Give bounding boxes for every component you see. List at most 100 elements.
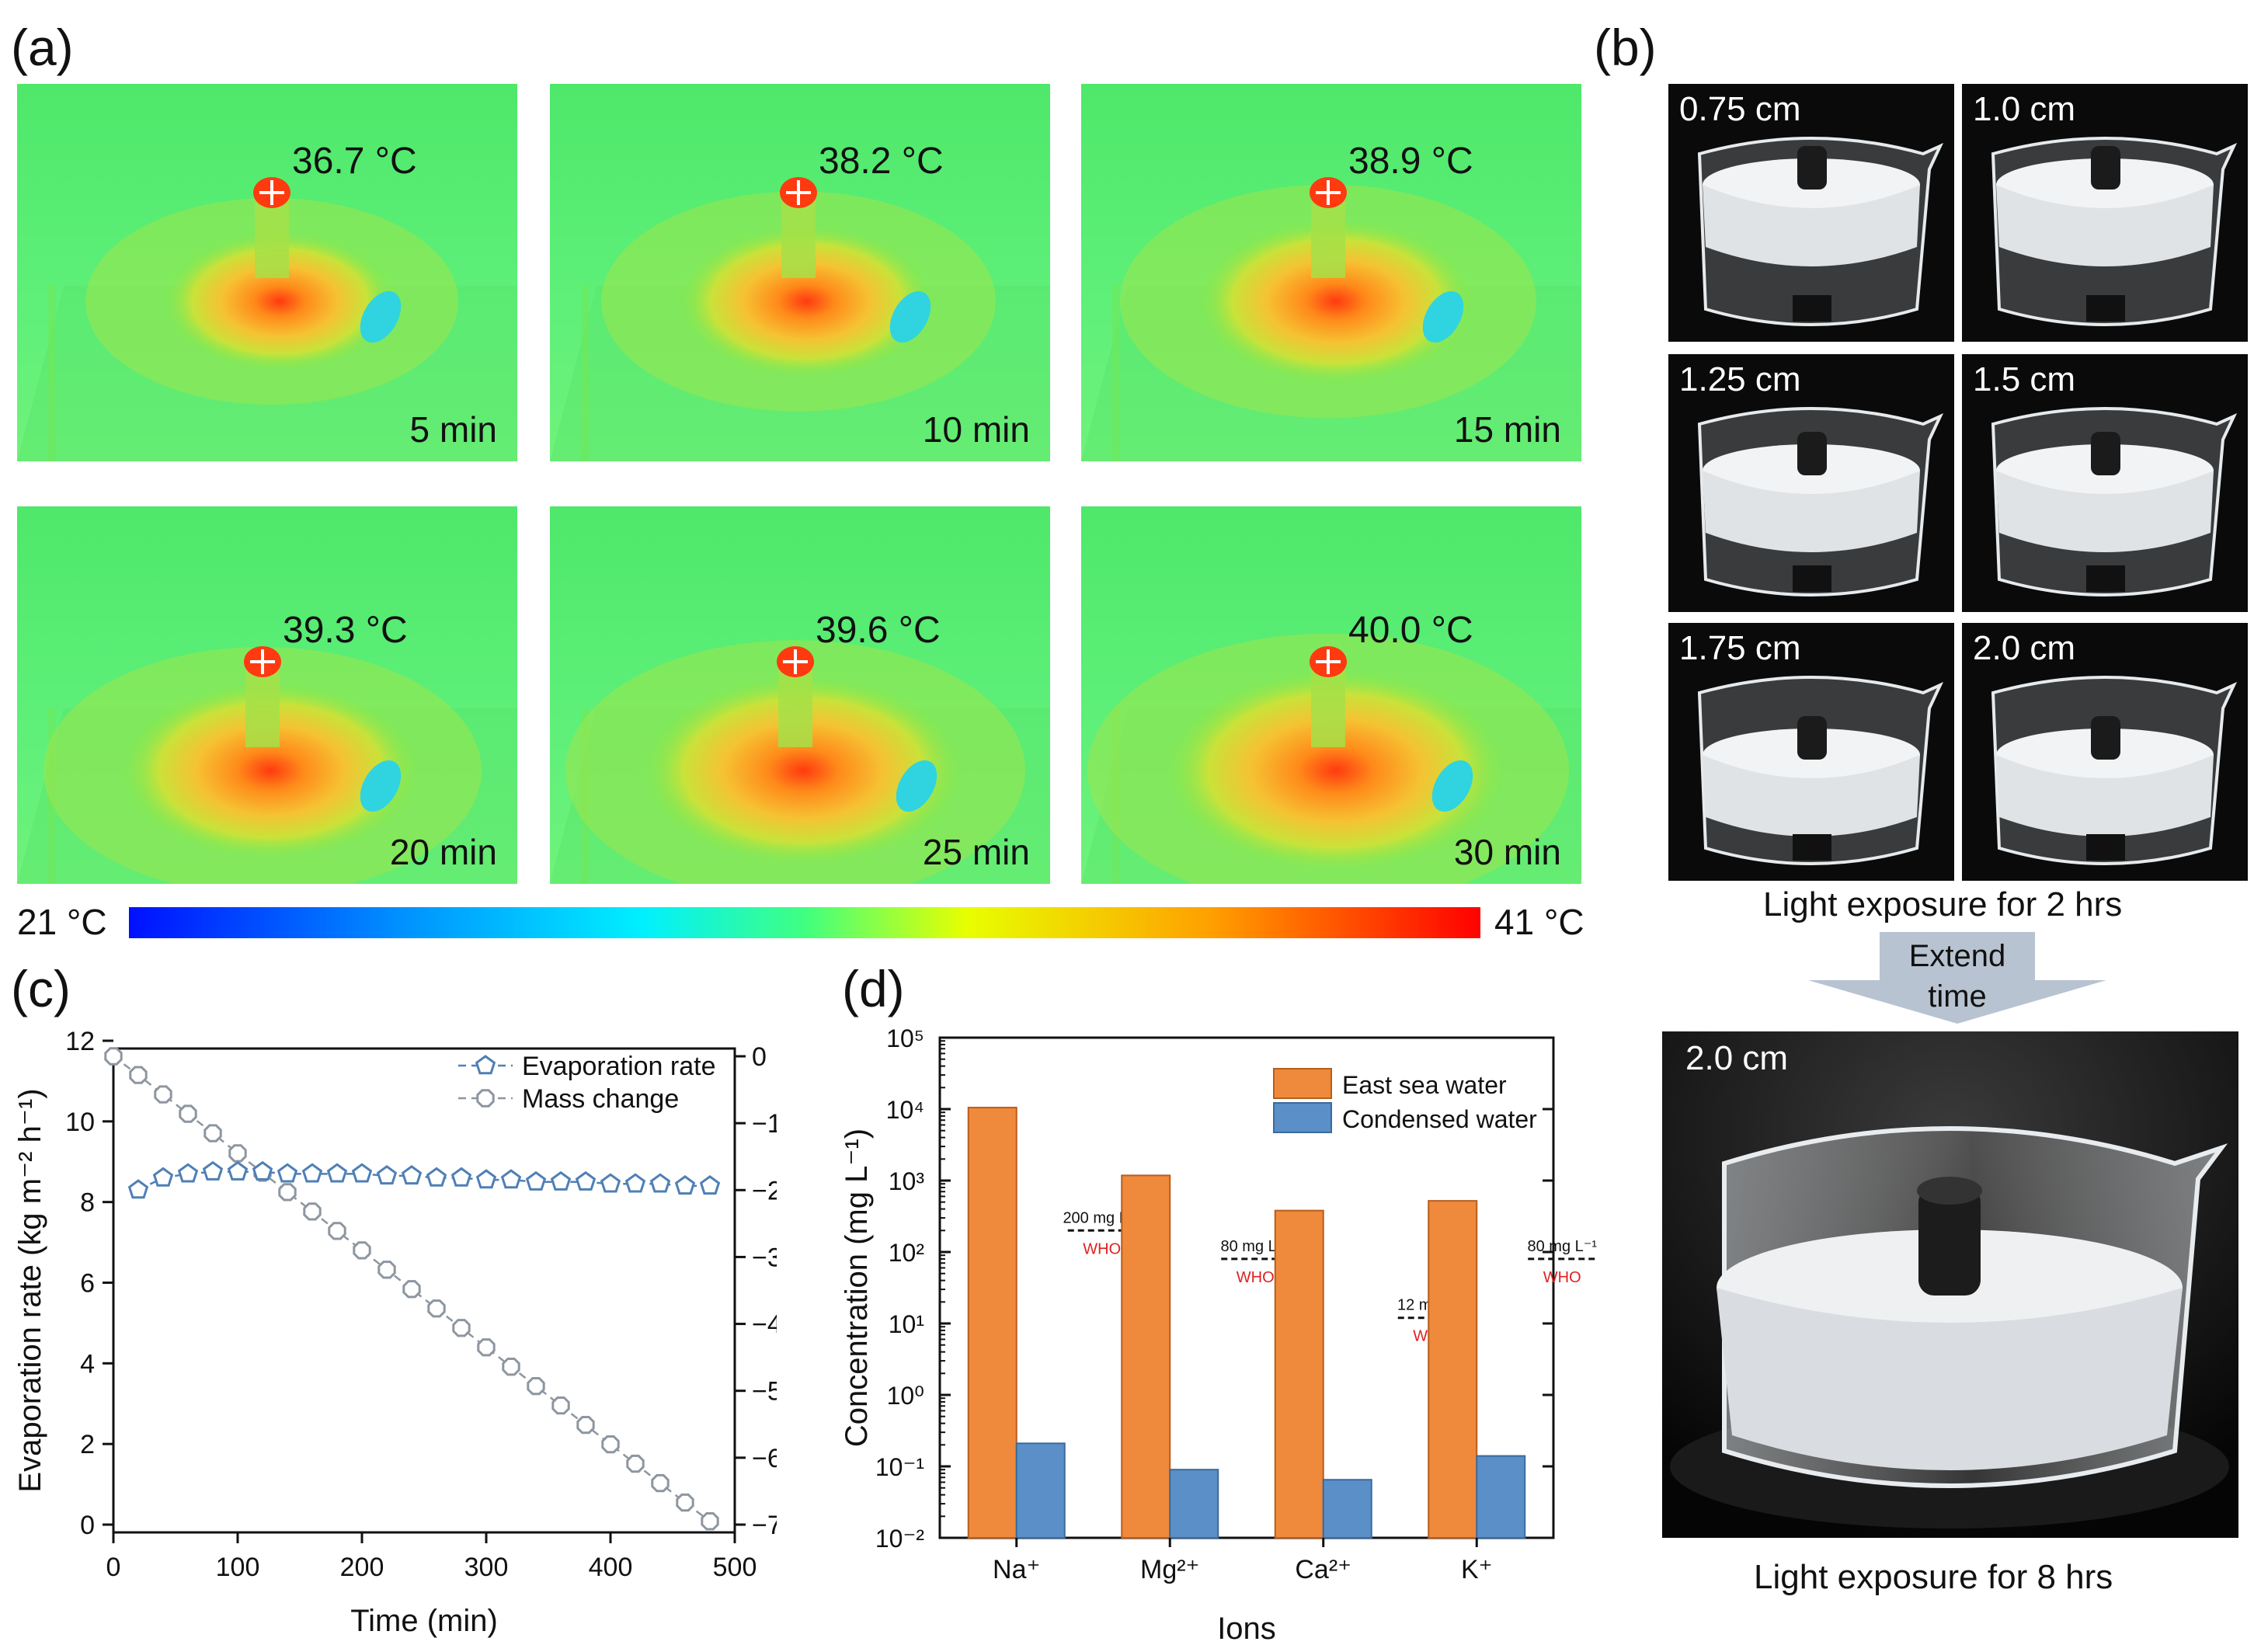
y-axis-label: Evaporation rate (kg m⁻² h⁻¹) <box>13 1088 47 1492</box>
y-tick-label: 4 <box>80 1349 95 1379</box>
evaporation-rate-point <box>624 1173 646 1193</box>
who-limit: 80 mg L⁻¹ WHO <box>1528 1238 1598 1286</box>
y2-tick-label: −70 <box>752 1511 777 1540</box>
x-tick-label: 300 <box>464 1553 509 1582</box>
beaker-photo: 1.5 cm <box>1962 354 2248 612</box>
evaporation-rate-point <box>699 1175 721 1195</box>
evaporation-rate-point <box>525 1170 547 1191</box>
evaporation-rate-point <box>550 1170 572 1191</box>
panel-label-b: (b) <box>1594 19 1657 76</box>
beaker-photo: 2.0 cm <box>1962 623 2248 881</box>
mass-change-point <box>527 1377 545 1396</box>
mass-change-point <box>402 1280 421 1299</box>
bar-sea-water <box>1121 1174 1171 1539</box>
colorbar <box>129 907 1480 938</box>
beaker-photo: 0.75 cm <box>1668 84 1954 342</box>
panel-label-a: (a) <box>11 19 74 76</box>
mass-change-point <box>328 1222 346 1240</box>
mass-change-point <box>353 1241 371 1260</box>
beaker-height-label: 1.0 cm <box>1973 90 2076 128</box>
elapsed-time: 30 min <box>1453 832 1561 872</box>
x-tick-label: 200 <box>340 1553 384 1582</box>
evaporation-rate-point <box>252 1160 273 1181</box>
x-axis-label: Time (min) <box>350 1604 498 1638</box>
mass-change-point <box>551 1396 570 1415</box>
plot-frame <box>112 1047 736 1534</box>
x-axis-label: Ions <box>1217 1612 1276 1646</box>
colorbar-max-label: 41 °C <box>1494 902 1584 942</box>
legend-label: Evaporation rate <box>522 1052 716 1081</box>
mass-change-point <box>502 1358 520 1376</box>
evaporation-rate-point <box>277 1163 298 1183</box>
bar-sea-water <box>1274 1209 1324 1539</box>
extend-time-arrow: Extend time <box>1808 932 2106 1024</box>
y-tick-label: 10 <box>65 1108 95 1137</box>
chart-d-legend: East sea water Condensed water <box>1273 1068 1537 1133</box>
y2-tick-label: −60 <box>752 1444 777 1473</box>
mass-change-point <box>427 1299 446 1318</box>
y-tick-label: 8 <box>80 1188 95 1218</box>
who-limit-value: 80 mg L⁻¹ <box>1528 1238 1598 1255</box>
colorbar-min-label: 21 °C <box>17 902 107 942</box>
chart-c-legend: Evaporation rate Mass change <box>458 1052 716 1114</box>
y2-tick-label: −10 <box>752 1109 777 1139</box>
elapsed-time: 15 min <box>1453 409 1561 450</box>
evaporation-rate-point <box>575 1170 597 1191</box>
y-tick-label: 10⁻² <box>875 1525 924 1553</box>
x-tick-label: Na⁺ <box>993 1555 1040 1584</box>
evaporation-rate-line <box>137 1170 710 1191</box>
peak-temperature: 38.2 °C <box>819 141 944 182</box>
evaporation-rate-point <box>202 1160 224 1181</box>
caption-8h: Light exposure for 8 hrs <box>1754 1558 2113 1596</box>
y-tick-label: 10⁵ <box>886 1024 924 1052</box>
bar-condensed-water <box>1476 1455 1526 1539</box>
crosshair-icon <box>250 649 275 674</box>
mass-change-point <box>701 1512 719 1531</box>
beaker-height-label: 1.75 cm <box>1679 629 1801 667</box>
y2-tick-label: −40 <box>752 1310 777 1340</box>
evaporation-rate-point <box>426 1167 447 1187</box>
thermal-image: 38.9 °C 15 min <box>1081 84 1581 461</box>
evaporation-rate-point <box>674 1175 696 1195</box>
y-tick-label: 10¹ <box>889 1310 924 1338</box>
mass-change-point <box>129 1066 148 1084</box>
x-tick-label: K⁺ <box>1461 1555 1493 1584</box>
evaporation-rate-point <box>376 1165 398 1185</box>
legend-label: Mass change <box>522 1084 679 1114</box>
crosshair-icon <box>783 649 808 674</box>
y2-tick-label: 0 <box>752 1042 767 1072</box>
peak-temperature: 39.3 °C <box>283 610 408 651</box>
legend-label: Condensed water <box>1342 1105 1537 1133</box>
elapsed-time: 20 min <box>389 832 497 872</box>
elapsed-time: 10 min <box>922 409 1030 450</box>
beaker-height-label: 1.5 cm <box>1973 360 2076 398</box>
mass-change-point <box>377 1261 396 1279</box>
x-tick-label: 500 <box>713 1553 757 1582</box>
bar-condensed-water <box>1322 1479 1372 1539</box>
mass-change-point <box>651 1473 670 1493</box>
evaporation-rate-point <box>152 1167 174 1187</box>
peak-temperature: 38.9 °C <box>1348 141 1473 182</box>
evaporation-rate-point <box>600 1173 621 1193</box>
mass-change-point <box>278 1183 297 1202</box>
mass-change-point <box>626 1454 645 1473</box>
evaporation-chart: 0 100 200 300 400 500 0 2 4 6 8 10 12 0 −10 −20 −30 −40 −5… <box>13 1027 777 1638</box>
legend-swatch <box>1273 1102 1332 1133</box>
x-tick-label: 0 <box>106 1553 121 1582</box>
legend-swatch <box>1273 1068 1332 1099</box>
bar-condensed-water <box>1015 1442 1066 1539</box>
thermal-image: 39.3 °C 20 min <box>17 506 517 884</box>
evaporation-rate-point <box>450 1167 472 1187</box>
y-tick-label: 10⁴ <box>886 1096 924 1124</box>
y-axis-label: Concentration (mg L⁻¹) <box>840 1129 874 1447</box>
crosshair-icon <box>1316 649 1341 674</box>
mass-change-point <box>601 1435 620 1454</box>
y-tick-label: 0 <box>80 1511 95 1540</box>
evaporation-rate-point <box>649 1173 671 1193</box>
y-tick-label: 10² <box>889 1239 925 1267</box>
y2-tick-label: −30 <box>752 1243 777 1272</box>
evaporation-rate-point <box>326 1163 348 1183</box>
peak-temperature: 40.0 °C <box>1348 610 1473 651</box>
evaporation-rate-point <box>500 1169 522 1189</box>
evaporation-rate-point <box>475 1169 497 1189</box>
